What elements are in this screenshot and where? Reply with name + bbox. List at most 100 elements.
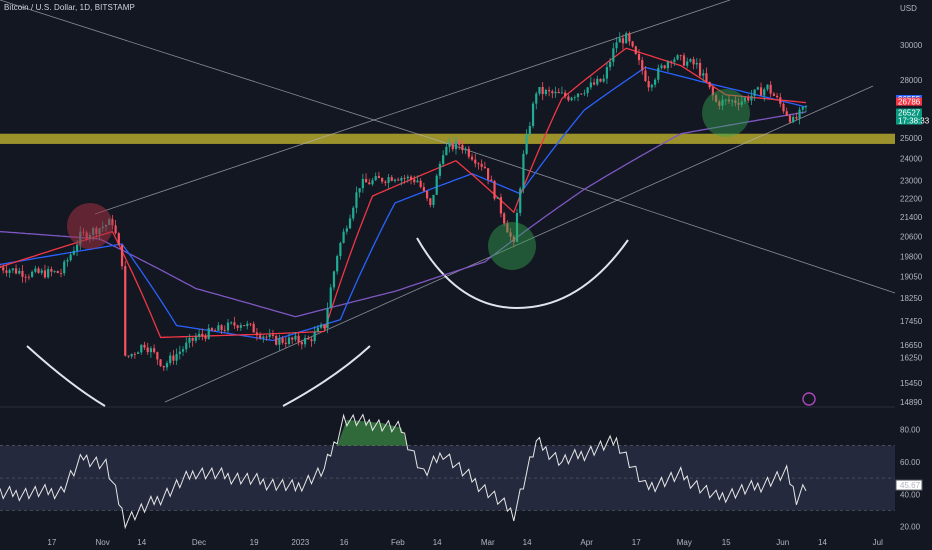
candle-up (352, 207, 355, 219)
candle-down (493, 181, 496, 199)
candle-down (127, 355, 130, 357)
candle-up (657, 67, 660, 80)
candle-down (737, 103, 740, 105)
candle-up (432, 194, 435, 206)
candle-down (647, 81, 650, 88)
candle-down (461, 144, 464, 151)
candle-up (66, 260, 69, 262)
candle-up (329, 287, 332, 309)
candle-up (496, 197, 499, 199)
time-tick-label: 16 (340, 538, 349, 547)
candle-up (702, 73, 705, 76)
time-tick-label: 17 (47, 538, 56, 547)
candle-up (217, 325, 220, 331)
candle-up (416, 180, 419, 183)
candle-up (666, 61, 670, 69)
candle-up (40, 270, 43, 273)
arc-drawing (416, 237, 629, 310)
candle-up (165, 363, 169, 368)
rsi-pane (0, 413, 895, 530)
candle-up (686, 61, 689, 66)
candle-up (804, 105, 808, 107)
time-tick-label: 14 (433, 538, 442, 547)
rsi-value-label: 45.67 (900, 481, 921, 490)
candle-down (271, 334, 275, 336)
candle-up (34, 268, 37, 272)
candle-down (705, 73, 708, 82)
candle-up (246, 323, 249, 327)
candle-down (307, 337, 310, 340)
candle-up (583, 93, 586, 94)
candle-down (162, 365, 165, 368)
candle-down (281, 338, 284, 343)
candle-up (371, 180, 374, 185)
price-tick-label: 16650 (900, 341, 923, 350)
candle-up (538, 87, 541, 94)
candle-up (178, 351, 181, 355)
candle-down (133, 353, 136, 355)
candle-up (287, 337, 291, 344)
candle-up (660, 65, 663, 68)
price-tick-label: 25000 (900, 134, 923, 143)
candle-up (348, 218, 352, 229)
candle-down (172, 355, 175, 361)
candle-up (197, 333, 201, 337)
candle-up (169, 355, 172, 364)
price-tag (896, 97, 922, 106)
candle-down (782, 103, 785, 112)
candle-down (284, 342, 287, 344)
candle-up (676, 55, 679, 60)
candle-down (368, 182, 371, 185)
ma-mid-line (0, 66, 807, 342)
price-tag (896, 116, 922, 125)
candle-down (541, 87, 544, 95)
candle-up (188, 337, 191, 343)
time-tick-label: Mar (481, 538, 495, 547)
candle-down (711, 87, 714, 96)
candle-down (259, 335, 262, 339)
candle-down (483, 166, 486, 169)
candle-down (114, 225, 117, 234)
candle-up (438, 163, 442, 176)
candle-down (381, 178, 384, 182)
candle-down (124, 266, 127, 356)
candle-down (223, 330, 226, 331)
candle-down (641, 60, 644, 71)
candle-up (763, 89, 766, 96)
indicator-bolt-icon (802, 392, 816, 406)
currency-label: USD (900, 4, 917, 13)
rsi-value-tag (895, 479, 923, 491)
candle-up (239, 325, 242, 328)
time-tick-label: 15 (722, 538, 731, 547)
price-tick-label: 16250 (900, 353, 923, 362)
candle-down (718, 101, 721, 106)
candle-up (332, 271, 336, 288)
candle-up (8, 270, 11, 273)
candle-down (470, 156, 474, 160)
candle-down (714, 95, 718, 102)
candle-up (303, 337, 307, 345)
candle-down (220, 325, 223, 331)
candle-up (596, 78, 599, 85)
candle-down (214, 330, 217, 332)
candle-up (445, 146, 448, 156)
candle-up (743, 97, 747, 102)
candle-up (801, 106, 804, 110)
time-tick-label: Jul (873, 538, 883, 547)
candle-up (18, 270, 21, 274)
candle-up (586, 87, 589, 94)
candle-down (580, 93, 583, 95)
candle-down (252, 323, 255, 333)
moving-averages (0, 47, 807, 342)
time-tick-label: 14 (523, 538, 532, 547)
candle-down (747, 97, 750, 101)
candle-up (724, 99, 727, 101)
candle-down (512, 236, 515, 242)
trend-line (94, 0, 731, 215)
candle-up (522, 153, 525, 189)
candle-up (528, 126, 531, 135)
candle-down (56, 271, 59, 274)
candle-down (159, 359, 162, 366)
price-tick-label: 30000 (900, 41, 923, 50)
